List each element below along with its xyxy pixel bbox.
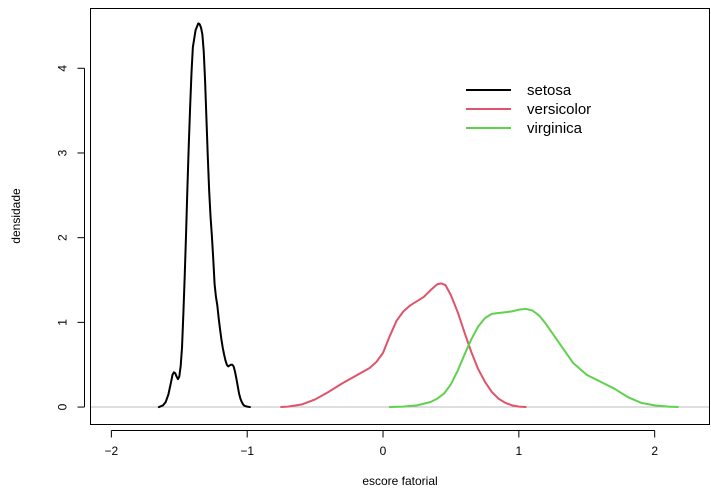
legend-label-virginica: virginica [527,120,583,137]
y-axis: 0 1 2 3 4 [56,65,85,410]
x-tick-label: 1 [516,444,523,458]
plot-frame [90,8,710,425]
legend-label-versicolor: versicolor [527,101,591,118]
x-axis: −2 −1 0 1 2 [105,430,658,458]
x-tick-label: 2 [651,444,658,458]
series-line-versicolor [280,282,527,409]
x-tick-label: −1 [240,444,254,458]
y-tick-label: 3 [56,149,70,156]
legend-label-setosa: setosa [527,82,572,99]
y-tick-label: 4 [56,65,70,72]
x-tick-label: 0 [380,444,387,458]
y-tick-label: 0 [56,403,70,410]
x-tick-label: −2 [105,444,119,458]
y-tick-label: 2 [56,234,70,241]
y-axis-title: densidade [9,188,23,244]
legend: setosa versicolor virginica [466,82,591,137]
series-line-virginica [388,307,679,409]
y-tick-label: 1 [56,319,70,326]
x-axis-title: escore fatorial [362,474,437,488]
series-layer [157,22,679,409]
series-line-setosa [157,22,251,409]
